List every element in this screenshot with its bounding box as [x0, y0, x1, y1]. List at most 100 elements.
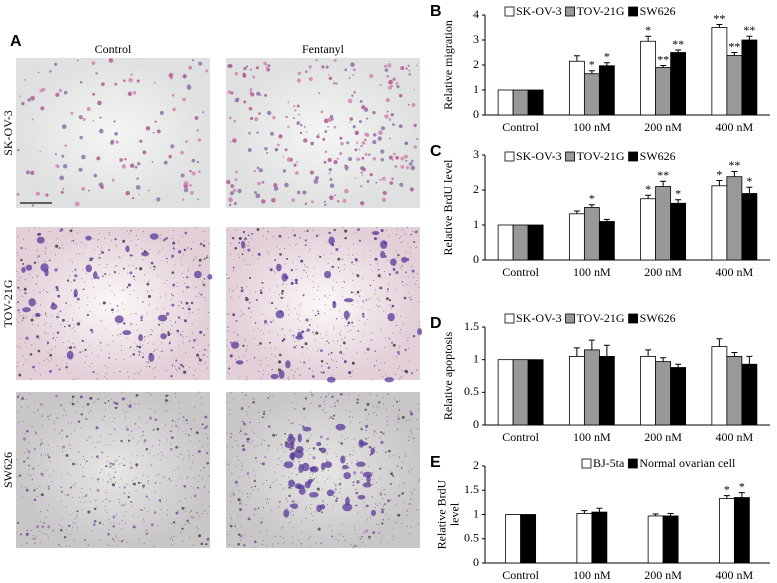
cell [165, 394, 168, 398]
cell [97, 100, 102, 106]
pore [383, 489, 385, 491]
pore [146, 312, 148, 314]
cell [372, 531, 375, 534]
cell [259, 342, 262, 345]
pore [358, 319, 360, 321]
pore [402, 323, 404, 325]
cell [318, 92, 321, 94]
cell [257, 252, 261, 256]
pore [113, 371, 115, 373]
pore [324, 481, 326, 483]
pore [62, 247, 64, 249]
cell [176, 329, 180, 333]
pore [319, 489, 321, 491]
pore [190, 485, 192, 487]
error-bar [588, 204, 595, 208]
cell [19, 95, 21, 98]
pore [344, 337, 346, 339]
cell [390, 112, 394, 117]
pore [101, 419, 103, 421]
pore [238, 356, 240, 358]
pore [22, 496, 24, 498]
pore [171, 299, 173, 301]
cell [62, 445, 66, 449]
legend-label: TOV-21G [577, 149, 625, 163]
cell [360, 201, 365, 206]
pore [326, 331, 328, 333]
pore [413, 277, 415, 279]
pore [43, 360, 45, 362]
cell [336, 157, 339, 160]
cell [134, 402, 136, 405]
pore [164, 424, 166, 426]
pore [48, 504, 50, 506]
pore [76, 463, 78, 465]
pore [15, 319, 17, 321]
micrograph [16, 58, 210, 208]
pore [266, 449, 268, 451]
pore [282, 526, 284, 528]
cell [54, 153, 57, 156]
pore [69, 459, 71, 461]
cell [410, 498, 412, 500]
pore [244, 246, 246, 248]
cell [361, 141, 366, 145]
pore [232, 270, 234, 272]
pore [373, 412, 375, 414]
pore [197, 528, 199, 530]
cell [331, 395, 334, 398]
cell [274, 259, 277, 261]
pore [19, 276, 21, 278]
cell [60, 490, 63, 493]
cell [303, 125, 306, 128]
cell [247, 493, 249, 495]
pore [395, 250, 397, 252]
pore [112, 420, 114, 422]
pore [267, 267, 269, 269]
pore [309, 453, 311, 455]
cell [261, 543, 264, 546]
cell [40, 403, 43, 406]
pore [388, 543, 390, 545]
cell [55, 92, 60, 97]
cell [366, 179, 370, 183]
pore [202, 285, 204, 287]
cell [233, 201, 237, 206]
pore [156, 524, 158, 526]
pore [272, 319, 274, 321]
pore [349, 313, 351, 315]
y-tick-label: 1 [473, 217, 479, 231]
cell [380, 431, 383, 434]
pore [44, 330, 46, 332]
cell [89, 257, 92, 260]
cell [191, 59, 194, 62]
pore [182, 336, 184, 338]
pore [92, 330, 94, 332]
cell [238, 237, 242, 241]
pore [138, 538, 140, 540]
pore [136, 313, 138, 315]
pore [333, 326, 335, 328]
pore [174, 264, 176, 266]
pore [108, 528, 110, 530]
cell [397, 513, 401, 517]
pore [47, 352, 49, 354]
pore [175, 392, 177, 394]
cell [69, 229, 73, 233]
pore [297, 501, 299, 503]
pore [42, 475, 44, 477]
pore [32, 315, 34, 317]
cell [245, 298, 249, 302]
cell [186, 276, 189, 279]
cell [242, 72, 246, 76]
cell [33, 498, 37, 502]
pore [279, 248, 281, 250]
pore [371, 423, 373, 425]
cell [141, 509, 144, 512]
pore [265, 479, 267, 481]
pore [163, 308, 165, 310]
pore [115, 534, 117, 536]
pore [333, 340, 335, 342]
pore [180, 300, 182, 302]
pore [171, 425, 173, 427]
